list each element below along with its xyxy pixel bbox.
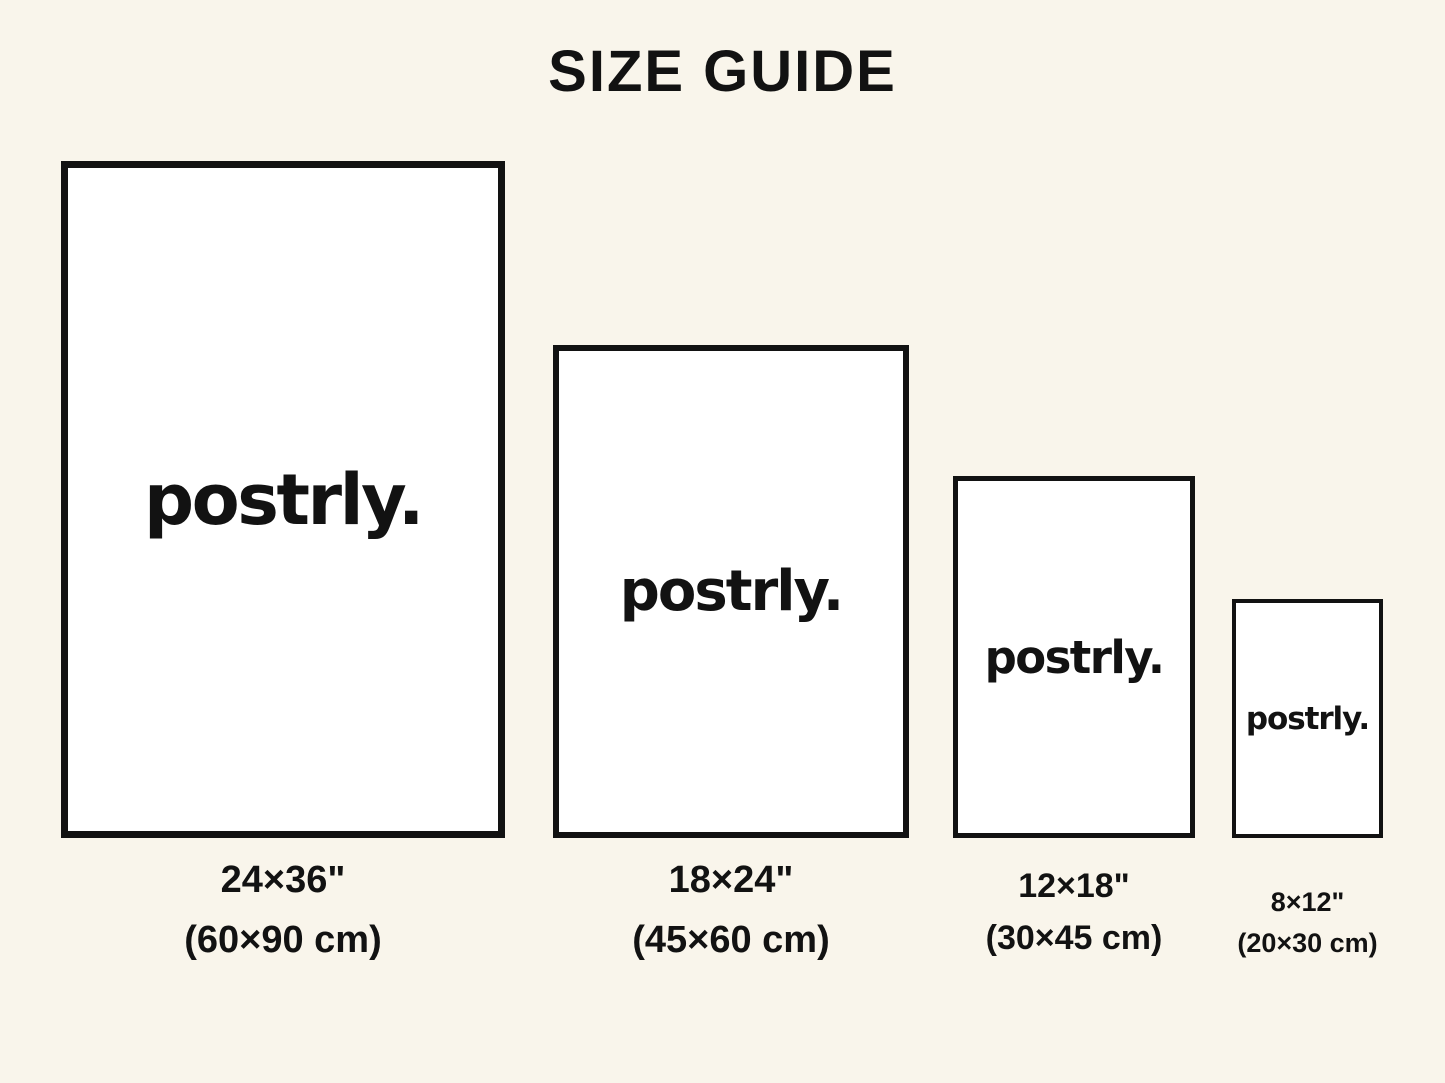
size-cm: (60×90 cm) xyxy=(184,918,382,961)
size-cm: (30×45 cm) xyxy=(985,918,1163,957)
poster-24x36: postrly. xyxy=(61,161,505,838)
brand-logo: postrly. xyxy=(619,559,844,624)
poster-8x12: postrly. xyxy=(1232,599,1383,838)
brand-logo: postrly. xyxy=(984,630,1165,684)
size-inches: 24×36" xyxy=(220,859,346,901)
size-label-12x18: 12×18" (30×45 cm) xyxy=(913,866,1235,959)
page-title: SIZE GUIDE xyxy=(548,39,897,104)
brand-logo: postrly. xyxy=(1245,700,1370,737)
size-inches: 8×12" xyxy=(1270,887,1345,917)
size-cm: (20×30 cm) xyxy=(1237,928,1378,959)
size-label-8x12: 8×12" (20×30 cm) xyxy=(1182,886,1433,960)
poster-18x24: postrly. xyxy=(553,345,909,838)
size-label-18x24: 18×24" (45×60 cm) xyxy=(513,858,949,963)
size-inches: 12×18" xyxy=(1018,867,1130,905)
brand-logo: postrly. xyxy=(143,458,424,541)
size-cm: (45×60 cm) xyxy=(632,918,830,961)
size-inches: 18×24" xyxy=(668,859,794,901)
size-label-24x36: 24×36" (60×90 cm) xyxy=(21,858,545,963)
poster-12x18: postrly. xyxy=(953,476,1195,838)
